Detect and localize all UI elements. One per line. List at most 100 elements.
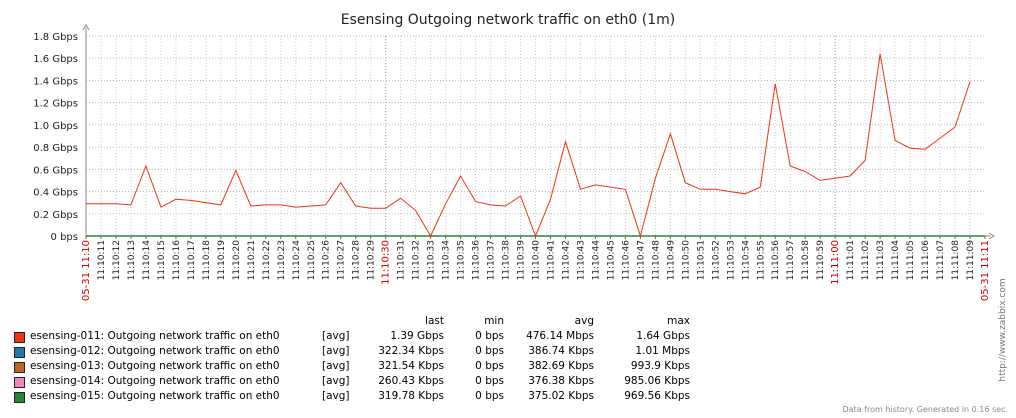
x-tick-label: 11:10:39 bbox=[517, 240, 527, 281]
legend-swatch bbox=[14, 377, 25, 388]
y-tick-label: 0.8 Gbps bbox=[33, 143, 78, 154]
legend-avg-value: 476.14 Mbps bbox=[526, 330, 594, 342]
legend-avg-value: 382.69 Kbps bbox=[528, 360, 594, 372]
x-tick-label: 11:10:21 bbox=[247, 240, 257, 280]
x-tick-label: 11:10:36 bbox=[472, 240, 482, 281]
legend-swatch bbox=[14, 392, 25, 403]
x-tick-label: 11:10:52 bbox=[711, 240, 721, 280]
y-tick-label: 1.4 Gbps bbox=[33, 76, 78, 87]
chart-title: Esensing Outgoing network traffic on eth… bbox=[341, 12, 675, 28]
y-tick-label: 1.6 Gbps bbox=[33, 54, 78, 65]
legend-series-name: esensing-014: Outgoing network traffic o… bbox=[30, 375, 280, 387]
x-tick-label: 11:10:54 bbox=[741, 240, 751, 281]
legend-max-value: 993.9 Kbps bbox=[630, 360, 690, 372]
x-tick-label: 11:10:23 bbox=[277, 240, 287, 280]
x-tick-label: 11:10:31 bbox=[397, 240, 407, 280]
x-tick-label: 11:10:53 bbox=[726, 240, 736, 280]
x-axis-arrow bbox=[988, 232, 995, 240]
x-tick-label: 11:10:43 bbox=[576, 240, 586, 280]
x-tick-label: 11:11:03 bbox=[876, 240, 886, 280]
legend-max-value: 969.56 Kbps bbox=[624, 390, 690, 402]
x-tick-label: 11:10:48 bbox=[651, 240, 661, 281]
x-tick-label: 11:10:49 bbox=[666, 240, 676, 281]
legend-series-name: esensing-015: Outgoing network traffic o… bbox=[30, 390, 280, 402]
x-tick-label: 11:10:47 bbox=[636, 240, 646, 280]
x-tick-label: 11:10:41 bbox=[546, 240, 556, 280]
x-tick-label: 11:10:17 bbox=[187, 240, 197, 280]
legend-min-value: 0 bps bbox=[475, 345, 504, 357]
x-tick-label: 11:10:59 bbox=[816, 240, 826, 281]
legend-row: esensing-014: Outgoing network traffic o… bbox=[14, 375, 714, 390]
x-tick-label: 11:11:07 bbox=[936, 240, 946, 280]
series-line bbox=[86, 53, 971, 238]
y-tick-label: 1.2 Gbps bbox=[33, 99, 78, 110]
legend-last-value: 319.78 Kbps bbox=[378, 390, 444, 402]
y-axis-labels: 0 bps 0.2 Gbps 0.4 Gbps 0.6 Gbps 0.8 Gbps 1.0… bbox=[33, 32, 78, 243]
x-tick-label: 11:10:37 bbox=[487, 240, 497, 280]
y-axis-arrow bbox=[82, 24, 90, 31]
x-tick-label: 11:11:00 bbox=[830, 240, 841, 285]
y-tick-label: 0.4 Gbps bbox=[33, 188, 78, 199]
x-tick-label: 11:10:57 bbox=[786, 240, 796, 280]
x-tick-label: 11:10:11 bbox=[97, 240, 107, 280]
legend-row: esensing-011: Outgoing network traffic o… bbox=[14, 330, 714, 345]
legend-series-name: esensing-011: Outgoing network traffic o… bbox=[30, 330, 280, 342]
x-tick-label: 11:10:32 bbox=[412, 240, 422, 280]
legend-function: [avg] bbox=[322, 390, 350, 402]
x-tick-label: 11:10:46 bbox=[621, 240, 631, 281]
y-tick-label: 0 bps bbox=[51, 232, 78, 243]
x-tick-label: 11:11:01 bbox=[846, 240, 856, 280]
x-tick-label: 11:11:09 bbox=[966, 240, 976, 281]
legend-function: [avg] bbox=[322, 345, 350, 357]
y-tick-label: 0.2 Gbps bbox=[33, 210, 78, 221]
x-tick-label: 11:10:40 bbox=[532, 240, 542, 281]
x-tick-label: 11:10:13 bbox=[127, 240, 137, 280]
legend-series-name: esensing-013: Outgoing network traffic o… bbox=[30, 360, 280, 372]
x-tick-label: 11:10:20 bbox=[232, 240, 242, 281]
legend-max-value: 1.64 Gbps bbox=[636, 330, 690, 342]
x-tick-label: 11:10:12 bbox=[112, 240, 122, 280]
x-tick-label: 11:10:51 bbox=[696, 240, 706, 280]
y-tick-label: 1.0 Gbps bbox=[33, 121, 78, 132]
legend-header-max: max bbox=[667, 315, 690, 327]
x-tick-label: 11:10:58 bbox=[801, 240, 811, 281]
x-tick-label: 11:10:25 bbox=[307, 240, 317, 280]
x-tick-label: 11:11:08 bbox=[951, 240, 961, 281]
legend-last-value: 322.34 Kbps bbox=[378, 345, 444, 357]
x-tick-label: 11:10:18 bbox=[202, 240, 212, 281]
series-lines bbox=[86, 53, 985, 238]
x-axis-labels: 05-31 11:10 11:10:11 11:10:12 11:10:13 11:10… bbox=[81, 240, 991, 301]
x-tick-label: 11:10:38 bbox=[502, 240, 512, 281]
legend-avg-value: 376.38 Kbps bbox=[528, 375, 594, 387]
legend-min-value: 0 bps bbox=[475, 390, 504, 402]
x-tick-label: 11:10:50 bbox=[681, 240, 691, 281]
grid bbox=[86, 35, 985, 236]
legend-last-value: 260.43 Kbps bbox=[378, 375, 444, 387]
legend-row: esensing-013: Outgoing network traffic o… bbox=[14, 360, 714, 375]
x-tick-label: 11:10:19 bbox=[217, 240, 227, 281]
x-tick-label: 11:10:27 bbox=[337, 240, 347, 280]
x-tick-label: 11:10:35 bbox=[457, 240, 467, 280]
legend-header-last: last bbox=[425, 315, 444, 327]
footer-note: Data from history. Generated in 0.16 sec… bbox=[843, 405, 1008, 414]
legend-row: esensing-012: Outgoing network traffic o… bbox=[14, 345, 714, 360]
legend-row: esensing-015: Outgoing network traffic o… bbox=[14, 390, 714, 405]
y-tick-label: 1.8 Gbps bbox=[33, 32, 78, 43]
x-tick-label: 11:10:22 bbox=[262, 240, 272, 280]
legend-max-value: 985.06 Kbps bbox=[624, 375, 690, 387]
legend-min-value: 0 bps bbox=[475, 375, 504, 387]
x-tick-label: 11:11:04 bbox=[891, 240, 901, 281]
axes bbox=[82, 24, 995, 240]
x-tick-label: 05-31 11:10 bbox=[81, 240, 92, 301]
legend-header-min: min bbox=[484, 315, 504, 327]
y-tick-label: 0.6 Gbps bbox=[33, 165, 78, 176]
legend-max-value: 1.01 Mbps bbox=[635, 345, 690, 357]
legend-min-value: 0 bps bbox=[475, 360, 504, 372]
x-tick-label: 11:10:30 bbox=[381, 240, 392, 285]
x-tick-label: 11:10:42 bbox=[561, 240, 571, 280]
x-tick-label: 11:10:34 bbox=[442, 240, 452, 281]
legend-swatch bbox=[14, 347, 25, 358]
legend-min-value: 0 bps bbox=[475, 330, 504, 342]
x-tick-label: 11:10:28 bbox=[352, 240, 362, 281]
legend-last-value: 321.54 Kbps bbox=[378, 360, 444, 372]
